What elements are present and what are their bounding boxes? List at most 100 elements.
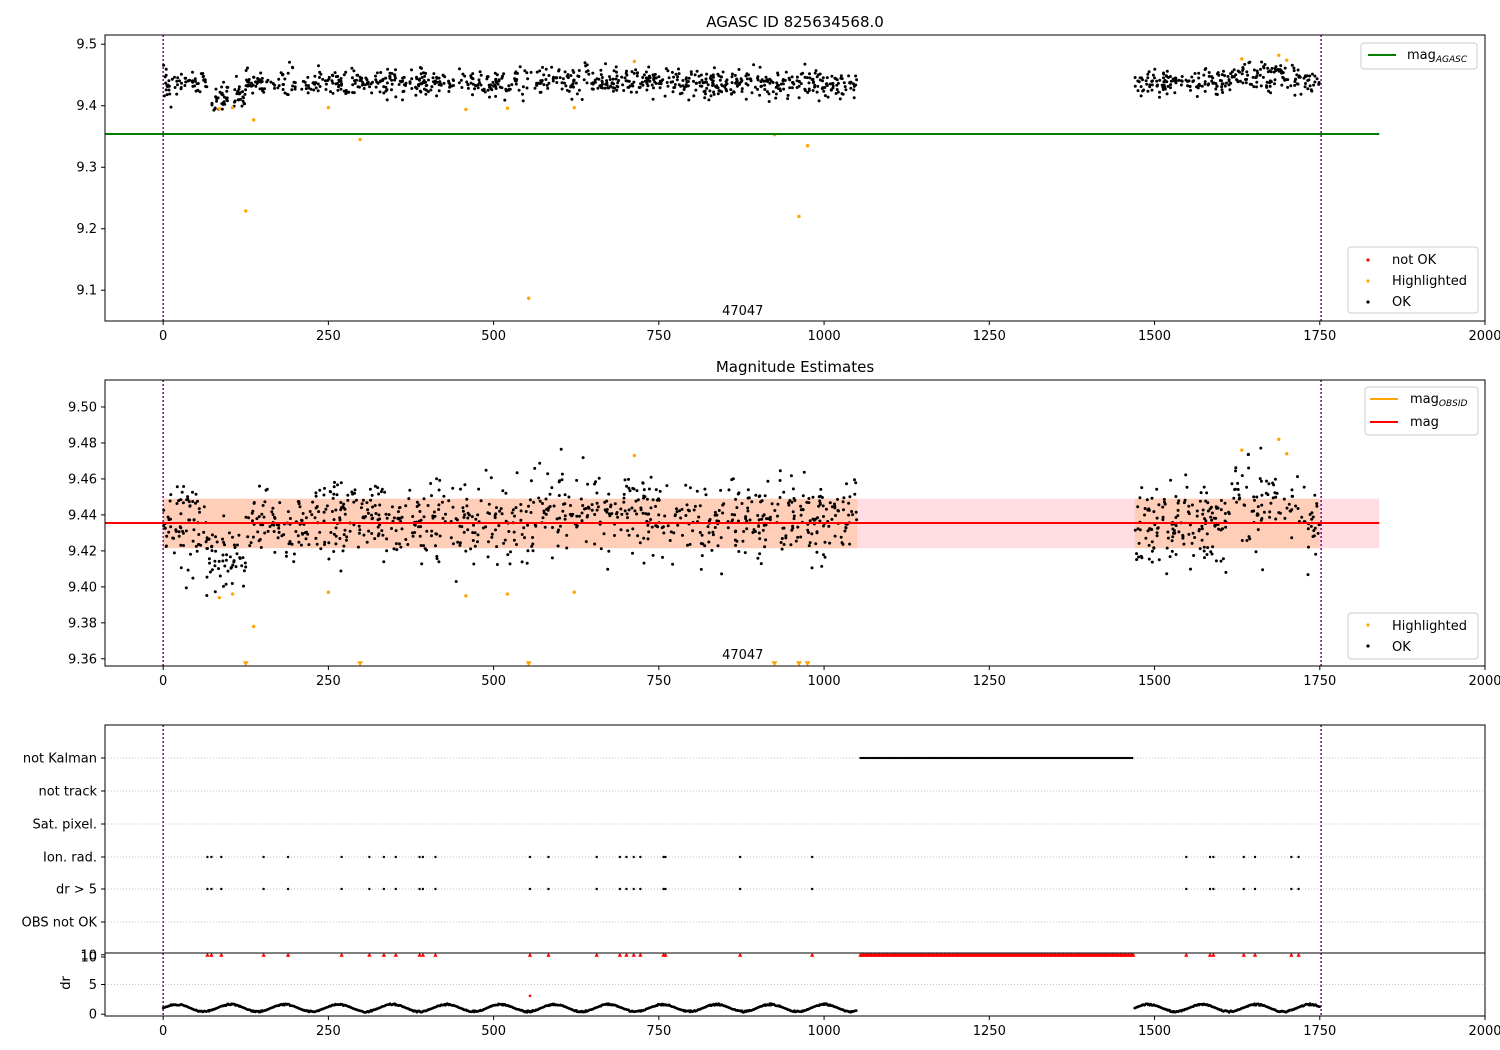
ok-point [191, 80, 195, 84]
ok-point [547, 74, 551, 77]
ok-point [760, 78, 764, 82]
ok-point [465, 504, 469, 508]
ok-point [461, 506, 465, 510]
ok-point [489, 87, 493, 90]
ok-point [1287, 502, 1291, 506]
ok-point [555, 517, 559, 521]
ok-point [818, 72, 822, 76]
ok-point [263, 531, 267, 535]
flag-point [210, 855, 213, 859]
ok-point [814, 542, 818, 546]
ok-point [1200, 524, 1204, 528]
ok-point [296, 534, 300, 538]
ok-point [178, 79, 181, 83]
ok-point [1174, 516, 1178, 519]
ok-point [855, 518, 859, 522]
ok-point [277, 530, 281, 534]
ok-point [339, 87, 343, 91]
ok-point [847, 74, 851, 78]
ok-point [466, 83, 470, 86]
ok-point [577, 88, 581, 92]
ok-point [1171, 527, 1175, 531]
ok-point [733, 538, 737, 542]
ok-point [310, 513, 314, 517]
ok-point [232, 560, 236, 564]
ok-point [473, 87, 476, 91]
ok-point [357, 524, 361, 528]
ok-point [478, 81, 481, 85]
ok-point [823, 540, 827, 544]
ok-point [538, 499, 542, 503]
ok-point [811, 77, 815, 81]
ok-point [328, 490, 332, 493]
ok-point [596, 505, 600, 509]
ok-point [162, 94, 166, 98]
ok-point [352, 523, 356, 527]
ok-point [781, 79, 785, 83]
ok-point [410, 68, 413, 72]
ok-point [223, 543, 226, 547]
ok-point [1314, 552, 1318, 556]
ok-point [763, 83, 767, 87]
agasc-x-tick-label: 1500 [1138, 329, 1171, 344]
ok-point [737, 550, 741, 553]
ok-point [692, 79, 695, 83]
ok-point [222, 584, 225, 588]
ok-point [801, 494, 805, 498]
ok-point [303, 80, 307, 84]
ok-point [238, 556, 242, 560]
ok-point [507, 88, 511, 92]
ok-point [852, 96, 856, 100]
ok-point [358, 75, 362, 79]
ok-point [763, 494, 767, 498]
ok-point [671, 90, 675, 94]
ok-point [694, 81, 698, 85]
ok-point [647, 512, 651, 516]
ok-point [1223, 84, 1227, 88]
ok-point [322, 510, 326, 514]
ok-point [822, 524, 825, 528]
ok-point [763, 545, 767, 549]
ok-point [757, 518, 761, 522]
ok-point [214, 535, 217, 539]
ok-point [804, 89, 807, 93]
ok-point [651, 553, 655, 557]
flag-point [286, 887, 290, 891]
ok-point [703, 89, 707, 93]
ok-point [193, 77, 197, 81]
ok-point [1170, 539, 1174, 543]
ok-point [615, 70, 618, 74]
ok-point [401, 79, 405, 83]
ok-point [709, 74, 713, 78]
ok-point [479, 499, 483, 503]
ok-point [184, 586, 188, 590]
ok-point [479, 83, 483, 87]
ok-point [493, 83, 497, 87]
dr-flag-marker [809, 952, 815, 957]
ok-point [210, 549, 214, 553]
ok-point [250, 81, 254, 85]
ok-point [337, 85, 340, 89]
ok-point [1315, 502, 1319, 506]
ok-point [732, 90, 736, 94]
ok-point [557, 528, 560, 532]
ok-point [526, 523, 530, 527]
ok-point [724, 87, 728, 91]
ok-point [342, 544, 346, 548]
ok-point [726, 526, 730, 530]
ok-point [720, 75, 723, 79]
ok-point [404, 504, 408, 508]
ok-point [1144, 536, 1148, 540]
ok-point [1146, 89, 1150, 93]
ok-point [459, 487, 462, 491]
agasc-panel: AGASC ID 825634568.0 0 250 500 750 1000 1250 1… [76, 13, 1500, 344]
ok-point [795, 86, 799, 89]
flag-point [340, 855, 343, 859]
ok-point [300, 531, 304, 535]
ok-point [358, 528, 362, 532]
ok-point [1138, 528, 1142, 532]
dr-flag-marker [261, 952, 266, 957]
ok-point [1252, 68, 1256, 72]
ok-point [437, 508, 441, 511]
flag-point [639, 855, 642, 859]
